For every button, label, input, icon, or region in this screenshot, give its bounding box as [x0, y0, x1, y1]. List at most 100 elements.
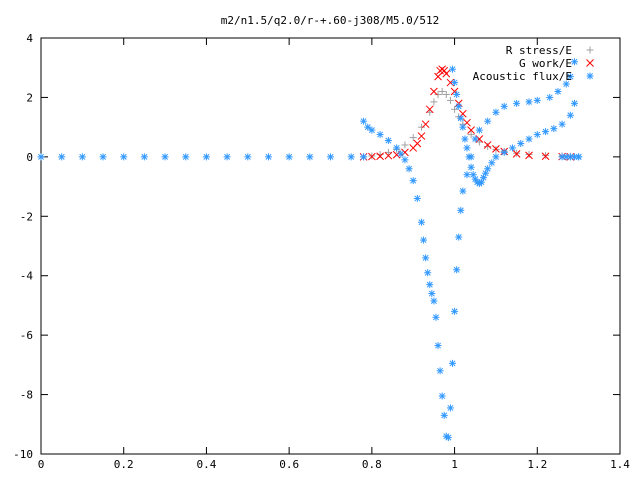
acoustic-flux-e-point [37, 153, 45, 161]
r-stress-e-point [409, 134, 417, 142]
acoustic-flux-e-point [78, 153, 86, 161]
acoustic-flux-e-point [492, 108, 500, 116]
x-tick-label: 0.6 [279, 458, 299, 471]
acoustic-flux-e-point [306, 153, 314, 161]
acoustic-flux-e-point [440, 411, 448, 419]
acoustic-flux-e-point [327, 153, 334, 161]
legend-marker [586, 46, 594, 54]
y-tick-label: -10 [13, 448, 33, 461]
x-tick-label: 1.2 [527, 458, 547, 471]
acoustic-flux-e-point [465, 153, 473, 161]
acoustic-flux-e-point [457, 206, 465, 214]
acoustic-flux-e-point [444, 434, 452, 442]
acoustic-flux-e-point [533, 131, 541, 139]
axes: 0 0.2 0.4 0.6 0.8 1 1.2 1.4 4 2 0 -2 -4 -6 -8 -10 [13, 32, 630, 471]
acoustic-flux-e-point [533, 96, 541, 104]
legend-label: Acoustic flux/E [473, 70, 572, 83]
acoustic-flux-e-point [463, 171, 471, 179]
g-work-e-point [541, 152, 550, 161]
g-work-e-point [430, 87, 438, 96]
y-tick-label: -8 [20, 389, 33, 402]
acoustic-flux-e-point [360, 117, 368, 125]
acoustic-flux-e-point [457, 114, 465, 122]
acoustic-flux-e-point [434, 342, 442, 350]
acoustic-flux-e-point [424, 269, 432, 277]
g-work-e-point [425, 105, 434, 114]
r-stress-e-point [542, 151, 550, 159]
plot-marks [37, 58, 583, 442]
r-stress-e-point [451, 105, 459, 113]
acoustic-flux-e-point [405, 165, 413, 173]
g-work-e-point [401, 148, 409, 157]
acoustic-flux-e-point [182, 153, 190, 161]
acoustic-flux-e-point [492, 153, 500, 161]
r-stress-e-point [442, 90, 450, 98]
g-work-e-point [384, 151, 393, 160]
y-tick-label: 0 [26, 151, 33, 164]
acoustic-flux-e-point [244, 153, 252, 161]
acoustic-flux-e-point [202, 153, 210, 161]
acoustic-flux-e-point [401, 156, 409, 164]
acoustic-flux-e-point [451, 79, 459, 87]
g-work-e-point [442, 69, 451, 78]
y-tick-label: 4 [26, 32, 33, 45]
acoustic-flux-e-point [455, 233, 463, 241]
r-stress-e-point [438, 87, 446, 95]
legend-marker [586, 59, 594, 67]
legend-marker [586, 72, 594, 80]
acoustic-flux-e-point [558, 120, 566, 128]
g-work-e-point [525, 151, 533, 160]
acoustic-flux-e-point [430, 297, 438, 305]
r-stress-e-point [401, 141, 409, 149]
r-stress-e-point [525, 150, 533, 158]
r-stress-e-point [417, 123, 425, 131]
acoustic-flux-e-point [436, 367, 444, 375]
acoustic-flux-e-point [409, 177, 417, 185]
x-tick-label: 1 [451, 458, 458, 471]
acoustic-flux-e-point [550, 125, 558, 133]
chart-title: m2/n1.5/q2.0/r-+.60-j308/M5.0/512 [221, 14, 440, 27]
acoustic-flux-e-point [449, 359, 457, 367]
acoustic-flux-e-point [223, 153, 231, 161]
acoustic-flux-e-point [347, 153, 355, 161]
acoustic-flux-e-point [546, 93, 554, 101]
g-work-e-point [434, 72, 442, 81]
acoustic-flux-e-point [161, 153, 169, 161]
r-stress-e-point [467, 131, 475, 139]
g-work-e-point [368, 152, 376, 161]
acoustic-flux-e-point [471, 135, 479, 143]
y-tick-label: -6 [20, 329, 33, 342]
r-stress-e-point [384, 148, 392, 156]
acoustic-flux-e-point [364, 123, 372, 131]
acoustic-flux-e-point [438, 392, 446, 400]
acoustic-flux-e-point [449, 65, 457, 73]
acoustic-flux-e-point [459, 187, 467, 195]
acoustic-flux-e-point [571, 99, 579, 107]
acoustic-flux-e-point [488, 159, 496, 167]
acoustic-flux-e-point [542, 128, 550, 136]
x-tick-label: 1.4 [610, 458, 630, 471]
acoustic-flux-e-point [455, 102, 463, 110]
r-stress-e-point [434, 90, 442, 98]
acoustic-flux-e-point [58, 153, 66, 161]
acoustic-flux-e-point [453, 90, 461, 98]
acoustic-flux-e-point [500, 102, 508, 110]
acoustic-flux-e-point [566, 111, 574, 119]
acoustic-flux-e-point [140, 153, 148, 161]
acoustic-flux-e-point [475, 126, 483, 134]
acoustic-flux-e-point [397, 150, 405, 158]
legend-label: R stress/E [506, 44, 572, 57]
acoustic-flux-e-point [264, 153, 272, 161]
acoustic-flux-e-point [566, 73, 574, 81]
acoustic-flux-e-point [554, 87, 562, 95]
acoustic-flux-e-point [453, 266, 461, 274]
y-tick-label: -4 [20, 270, 34, 283]
g-work-e-point [376, 152, 384, 161]
g-work-e-point [413, 139, 422, 148]
acoustic-flux-e-point [446, 404, 454, 412]
y-tick-label: -2 [20, 210, 33, 223]
acoustic-flux-e-point [368, 126, 376, 134]
